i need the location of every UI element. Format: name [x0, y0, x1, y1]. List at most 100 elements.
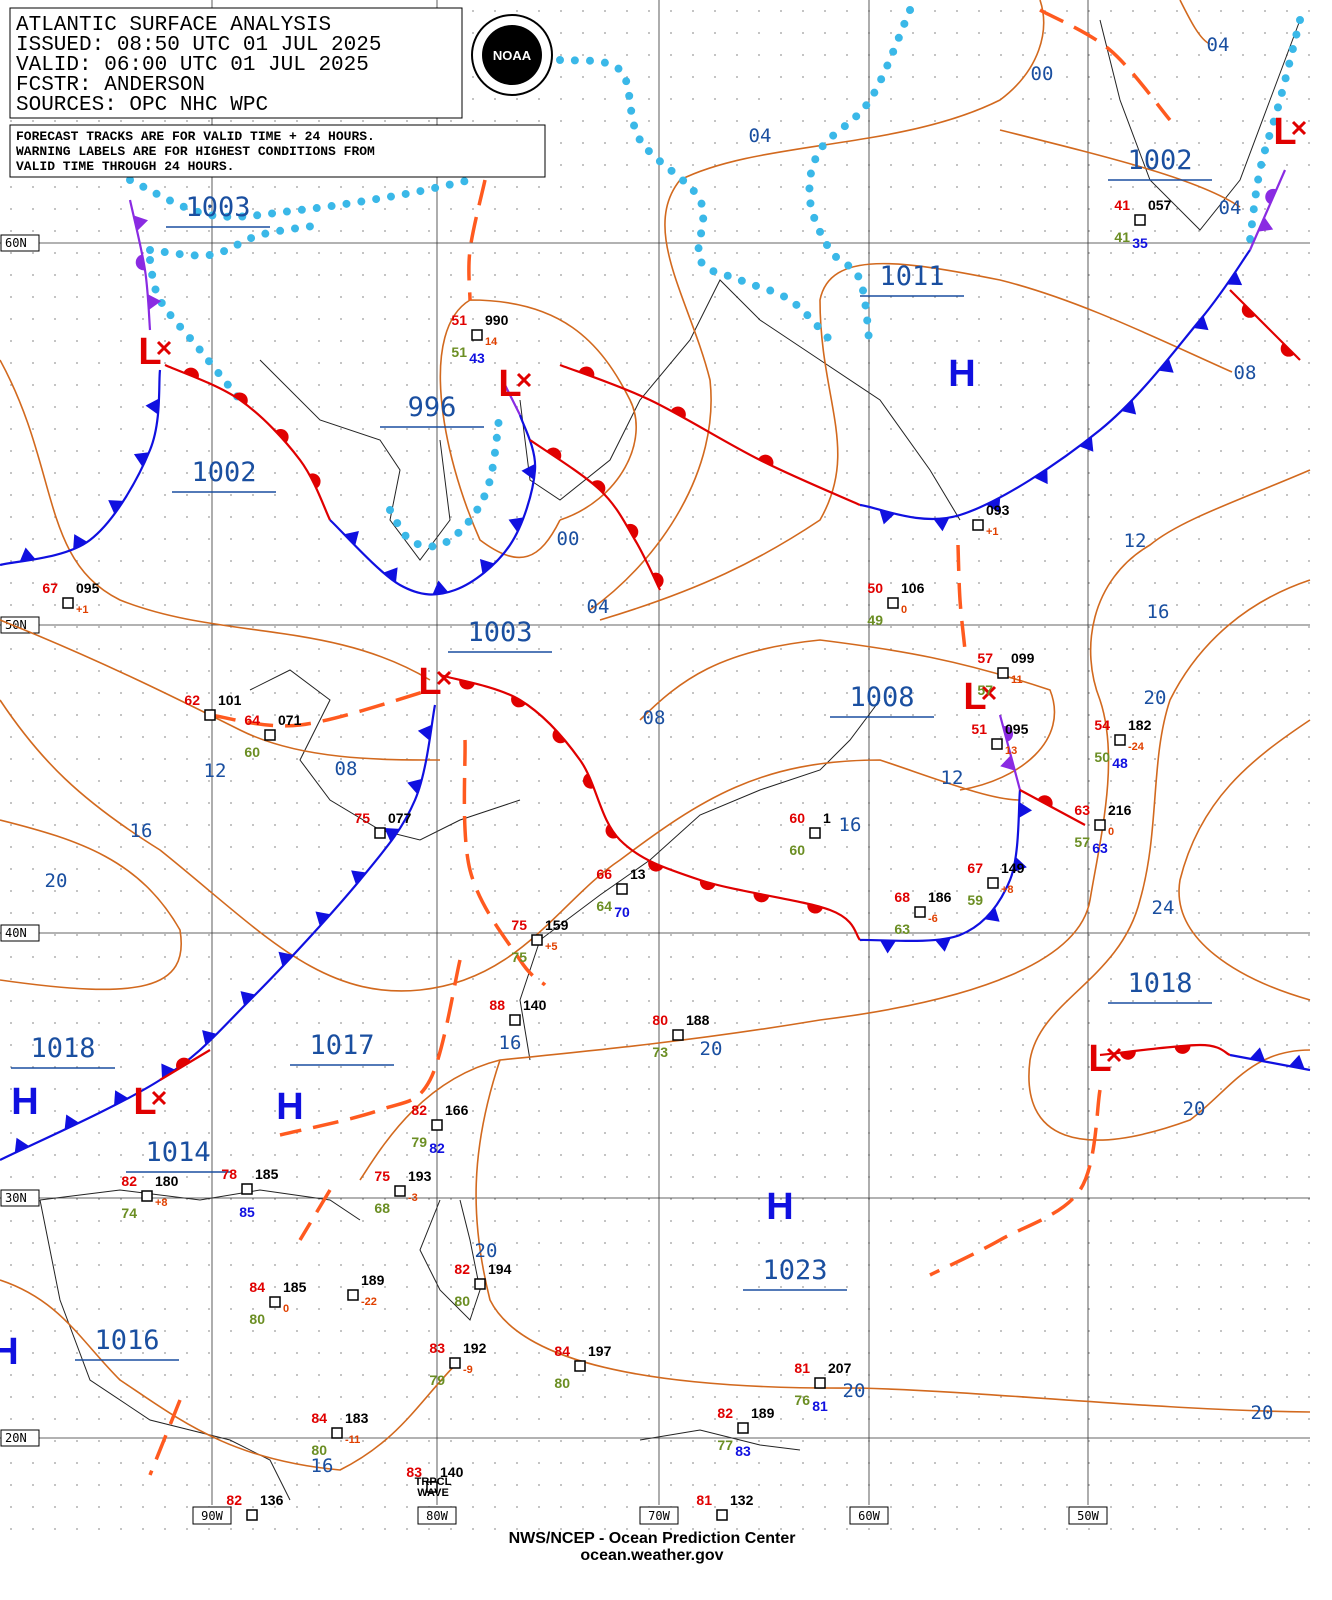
trough: [956, 544, 967, 651]
station-temperature: 68: [894, 889, 910, 905]
ice-edge: [386, 406, 504, 551]
isobar-label: 08: [643, 707, 666, 729]
front-semicircle: [648, 860, 664, 872]
station-tendency: -24: [1128, 741, 1145, 753]
trough: [929, 1089, 1102, 1277]
station-temperature: 75: [511, 917, 527, 933]
isobar-label: 08: [335, 758, 358, 780]
labels: ATLANTIC SURFACE ANALYSIS ISSUED: 08:50 …: [0, 7, 1307, 1564]
station-temperature: 82: [121, 1173, 137, 1189]
station-pressure: 077: [388, 810, 412, 826]
station-dewpoint: 68: [374, 1200, 390, 1216]
central-pressure: 1023: [762, 1255, 827, 1286]
low-center: L: [1273, 111, 1296, 153]
station-marker: [991, 738, 1003, 750]
station-pressure: 185: [283, 1279, 307, 1295]
isobar-label: 12: [204, 760, 227, 782]
front-semicircle: [807, 903, 823, 914]
station-temperature: 66: [596, 866, 612, 882]
latitude-box: [0, 1429, 40, 1447]
station-pressure: 990: [485, 312, 509, 328]
station-marker: [204, 709, 216, 721]
front-triangle: [384, 827, 400, 842]
longitude-box: [849, 1506, 889, 1525]
station-pressure: 197: [588, 1343, 612, 1359]
isobar-label: 04: [587, 596, 610, 618]
station-dewpoint: 76: [794, 1392, 810, 1408]
cold-front: [1229, 1053, 1311, 1072]
station-dewpoint: 80: [554, 1375, 570, 1391]
isobar-label: 24: [1152, 897, 1175, 919]
isobar-label: 20: [1251, 1402, 1274, 1424]
central-pressure: 1003: [467, 617, 532, 648]
low-marker: [436, 670, 452, 686]
isobar: [475, 1059, 1311, 1413]
station-marker: [241, 1183, 253, 1195]
latitude-label: 20N: [5, 1431, 27, 1445]
front-semicircle: [183, 367, 199, 379]
coastline: [419, 1199, 481, 1321]
front-semicircle: [233, 392, 248, 405]
isobar: [0, 619, 441, 761]
station-tendency: +8: [155, 1197, 168, 1209]
cold-front: [0, 369, 162, 567]
station-dewpoint: 74: [121, 1205, 137, 1221]
warm-front: [1019, 789, 1086, 826]
station-pressure: 207: [828, 1360, 852, 1376]
station-tendency: -3: [408, 1192, 418, 1204]
latitude-box: [0, 1189, 40, 1207]
isobar: [0, 819, 182, 991]
grid-dots: [0, 0, 1310, 1535]
high-center: H: [948, 353, 975, 395]
header-title: ATLANTIC SURFACE ANALYSIS: [16, 14, 331, 37]
front-triangle: [383, 567, 398, 583]
ice-edge: [556, 56, 834, 344]
warm-front: [159, 1049, 211, 1081]
station-tendency: 13: [1005, 745, 1017, 757]
station-dewpoint: 50: [1094, 749, 1110, 765]
station-pressure: 149: [1001, 860, 1025, 876]
front-semicircle: [511, 695, 526, 708]
station-pressure: 101: [218, 692, 242, 708]
low-center: L: [963, 676, 986, 718]
logo-disc: [482, 25, 542, 85]
station-tendency: +1: [986, 526, 999, 538]
station-temperature: 63: [1074, 802, 1090, 818]
ice-edge: [1246, 16, 1304, 244]
isobar-label: 20: [1183, 1098, 1206, 1120]
coastline: [1099, 19, 1301, 231]
notice-line: VALID TIME THROUGH 24 HOURS.: [16, 159, 234, 174]
warm-front: [1099, 1043, 1231, 1057]
front-semicircle: [309, 473, 321, 489]
latitude-label: 30N: [5, 1191, 27, 1205]
station-pressure: 140: [523, 997, 547, 1013]
trough: [279, 959, 462, 1137]
front-semicircle: [552, 729, 566, 744]
front-triangle: [1226, 271, 1243, 286]
station-temperature: 67: [967, 860, 983, 876]
station-temperature: 50: [867, 580, 883, 596]
station-pressure: 216: [1108, 802, 1132, 818]
front-semicircle: [176, 1057, 191, 1070]
station-temperature: 75: [374, 1168, 390, 1184]
front-triangle: [1249, 1047, 1266, 1062]
front-triangle: [64, 1114, 80, 1130]
station-marker: [616, 883, 628, 895]
front-triangle: [879, 940, 896, 954]
front-semicircle: [670, 406, 686, 419]
isobar-label: 00: [1031, 63, 1054, 85]
high-center: H: [11, 1081, 38, 1123]
front-semicircle: [582, 773, 594, 789]
station-marker: [1134, 214, 1146, 226]
front-triangle: [278, 951, 294, 967]
station-marker: [914, 906, 926, 918]
station-temperature: 81: [794, 1360, 810, 1376]
front-triangle: [19, 547, 36, 562]
fronts: [0, 6, 1311, 1476]
ice-edge: [126, 176, 474, 221]
trough: [462, 739, 547, 987]
front-semicircle: [591, 480, 606, 494]
front-semicircle: [699, 880, 716, 891]
notice-box: [9, 124, 546, 178]
station-dewpoint: 79: [411, 1134, 427, 1150]
